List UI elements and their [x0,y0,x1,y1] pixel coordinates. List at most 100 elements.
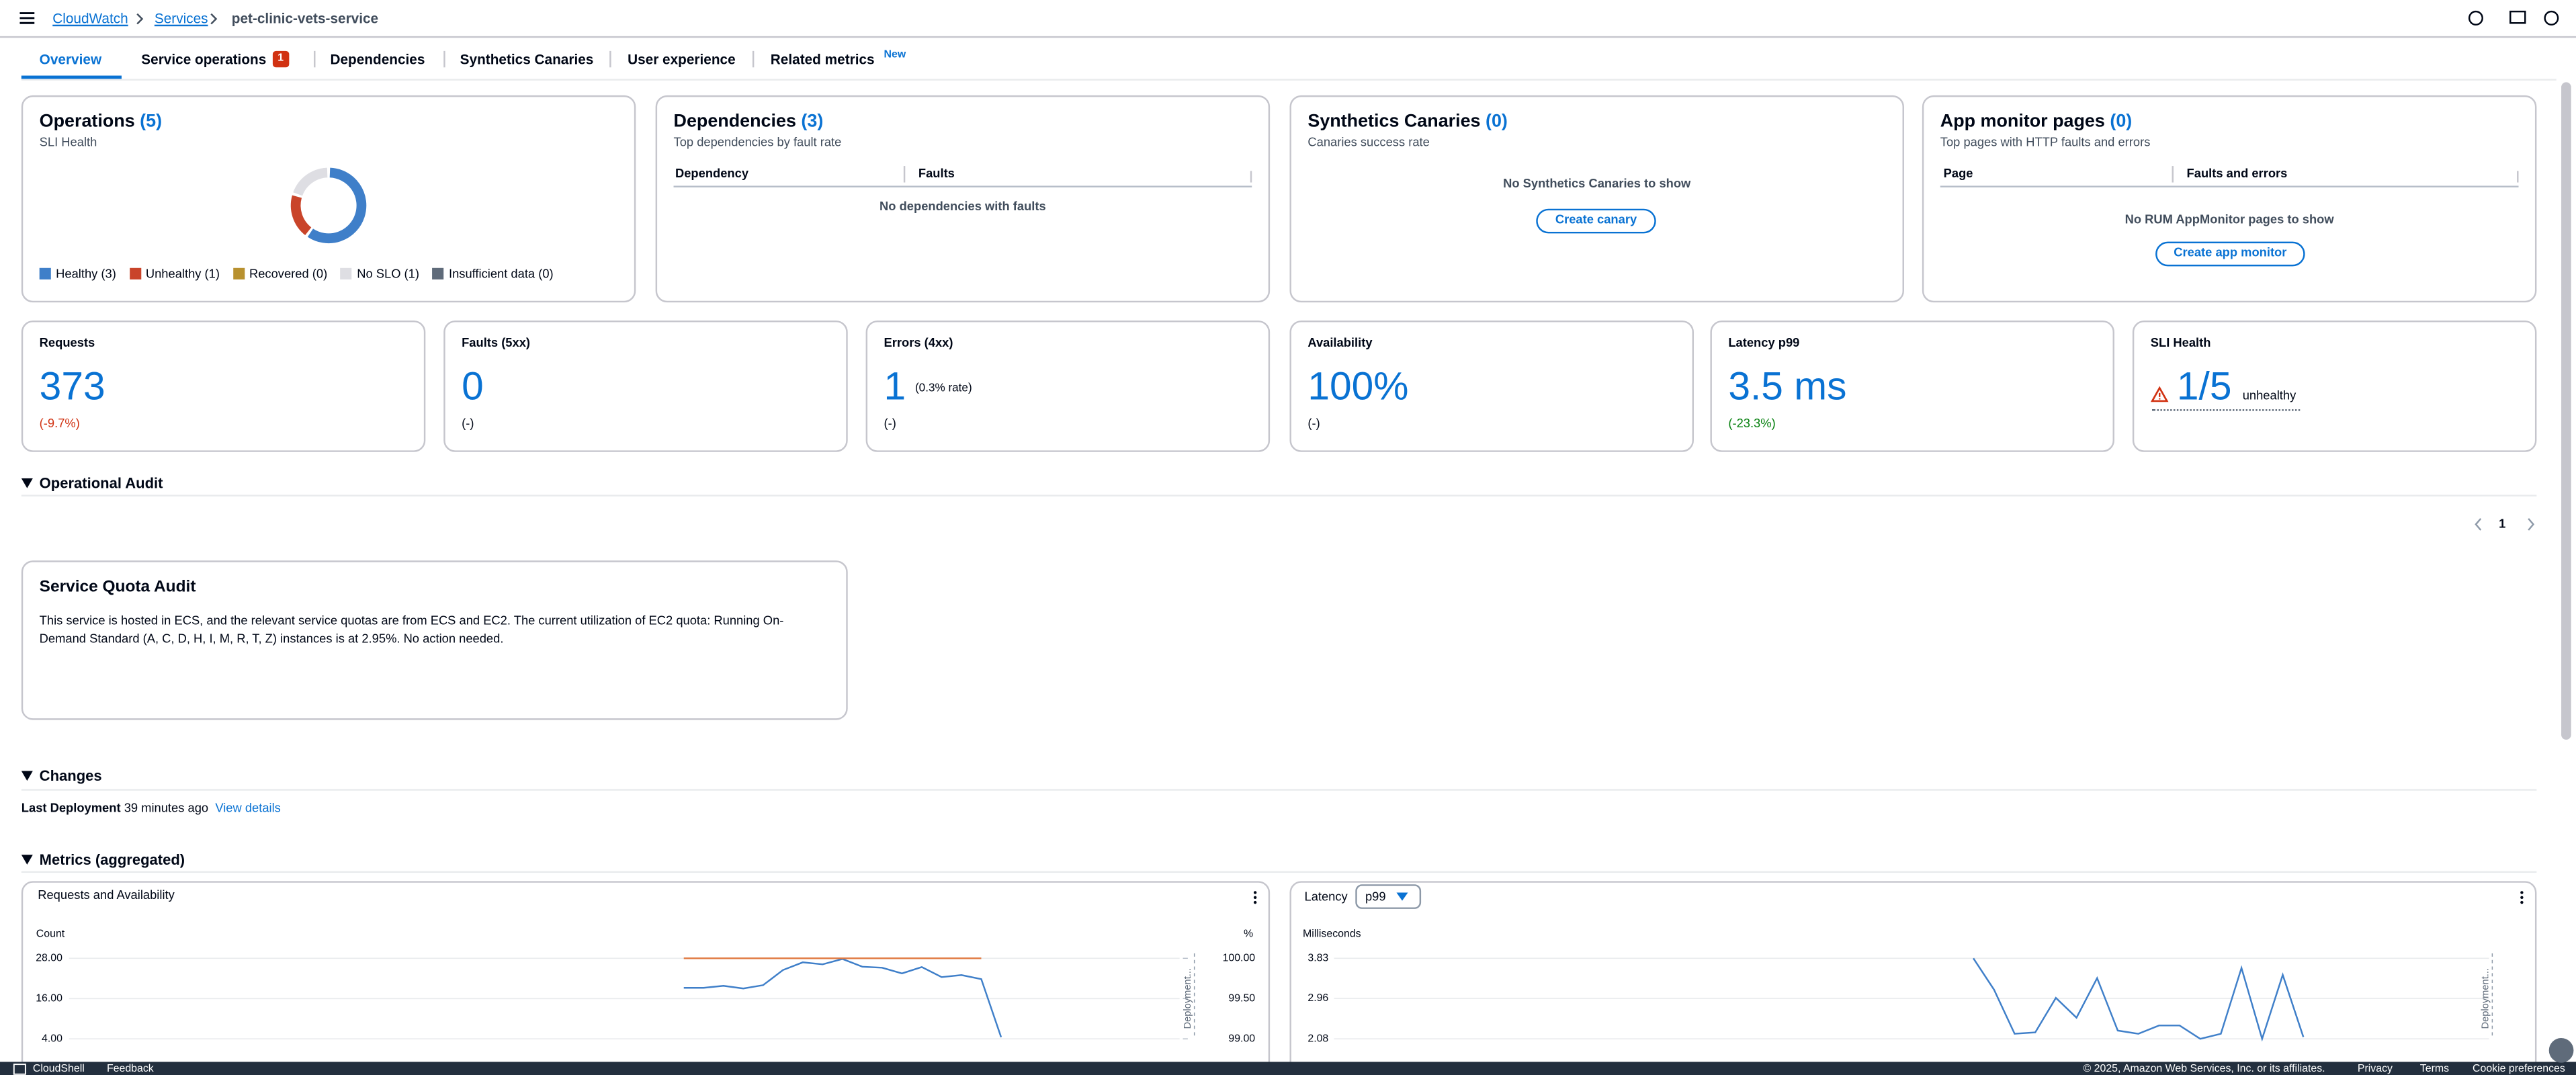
tab-divider [752,50,755,68]
header-icons[interactable] [2468,10,2567,26]
footer: CloudShell Feedback © 2025, Amazon Web S… [0,1062,2576,1075]
table-border [1940,185,2519,187]
column-divider [2172,166,2174,183]
tab[interactable]: Dependencies [330,50,425,68]
chevron [210,13,218,25]
tab[interactable]: Synthetics Canaries [460,50,594,68]
footer-link[interactable]: Terms [2419,1063,2450,1075]
table-border [673,185,1252,187]
kebab-menu[interactable] [2518,890,2525,906]
annotation: Deployment... [1183,968,1193,1029]
column-divider [2517,171,2519,183]
y2-axis-label: % [1244,929,1254,941]
footer-link[interactable]: Cookie preferences [2473,1063,2565,1075]
metric-card [2132,320,2537,452]
legend-label: Unhealthy (1) [145,266,220,282]
column-header: Faults and errors [2186,166,2288,181]
section-heading[interactable]: Changes [39,767,102,784]
card [21,95,636,303]
empty-state: No RUM AppMonitor pages to show [2124,212,2334,227]
y-tick-label: 16.00 [36,992,62,1004]
column-divider [903,166,906,183]
audit-card [21,560,848,720]
metric-card [1710,320,2114,452]
pagination-arrows[interactable] [2473,518,2538,531]
y-axis-label: Milliseconds [1303,929,1361,941]
card [655,95,1271,303]
link[interactable]: View details [215,800,281,816]
metric-card [865,320,1271,452]
button[interactable]: Create app monitor [2155,241,2305,267]
empty-state: No dependencies with faults [879,199,1046,214]
legend-label: Healthy (3) [56,266,116,282]
footer-link[interactable]: Privacy [2357,1063,2393,1075]
count: (5) [140,112,163,132]
legend-swatch [129,267,141,280]
metric-label: Faults (5xx) [462,335,531,351]
metric-suffix: unhealthy [2242,388,2296,403]
dotted-underline [2152,409,2301,411]
legend-item: No SLO (1) [340,265,419,284]
card [1289,95,1904,303]
metric-label: Requests [39,335,95,351]
section-heading[interactable]: Metrics (aggregated) [39,851,185,868]
metric-label: Availability [1307,335,1373,351]
tab[interactable]: Overview [39,50,102,68]
legend-swatch [340,267,352,280]
card-title: Operations (5) [40,112,162,131]
help-button[interactable] [2548,1037,2575,1064]
section-heading[interactable]: Operational Audit [39,475,163,492]
button[interactable]: Create canary [1536,208,1656,234]
tab[interactable]: User experience [628,50,736,68]
tab[interactable]: Service operations [141,50,267,68]
expand-icon[interactable] [21,855,33,865]
title: Dependencies [673,112,796,132]
legend-item: Insufficient data (0) [432,265,554,284]
expand-icon[interactable] [21,771,33,781]
metric-change: (-) [1307,415,1320,431]
donut-segment [290,195,312,235]
tab-divider [609,50,611,68]
tab-badge: 1 [272,50,289,68]
card-title: App monitor pages (0) [1940,112,2132,131]
tab[interactable]: Related metrics [770,50,875,68]
donut-segment [307,167,367,244]
card-title: Dependencies (3) [674,112,824,131]
card-subtitle: SLI Health [39,134,97,150]
metric-value: 0 [462,365,484,410]
audit-title: Service Quota Audit [39,578,196,597]
chart-card [21,881,1271,1075]
kebab-menu[interactable] [1252,890,1258,906]
breadcrumb[interactable]: Services [154,9,208,27]
column-divider [1250,171,1252,183]
card [1922,95,2537,303]
tabs-border [21,79,2557,81]
menu-icon[interactable] [19,11,35,25]
y-tick-label: 4.00 [42,1033,62,1044]
metric-change: (-23.3%) [1728,415,1776,431]
footer-link[interactable]: Feedback [106,1063,154,1075]
tab-divider [314,50,316,68]
footer-link[interactable]: CloudShell [32,1063,85,1075]
time: 39 minutes ago [124,800,209,816]
tab-underline [21,75,122,79]
deployment-info: Last Deployment 39 minutes ago View deta… [22,799,281,818]
metric-value: 100% [1307,365,1409,410]
breadcrumb[interactable]: CloudWatch [52,9,128,27]
metric-card [21,320,426,452]
legend: Healthy (3) Unhealthy (1) Recovered (0) No … [39,265,554,284]
count: (3) [801,112,824,132]
expand-icon[interactable] [21,478,33,488]
y-tick-label: 3.83 [1307,953,1328,964]
metric-label: Latency p99 [1728,335,1800,351]
metric-value: 3.5 ms [1728,365,1847,410]
y2-tick-label: 100.00 [1223,953,1256,964]
page-number[interactable]: 1 [2499,516,2506,531]
scrollbar[interactable] [2561,82,2571,740]
header-border [0,36,2576,38]
y-tick-label: 2.96 [1307,992,1328,1004]
statistic-select[interactable] [1355,884,1422,909]
legend-label: No SLO (1) [357,266,419,282]
